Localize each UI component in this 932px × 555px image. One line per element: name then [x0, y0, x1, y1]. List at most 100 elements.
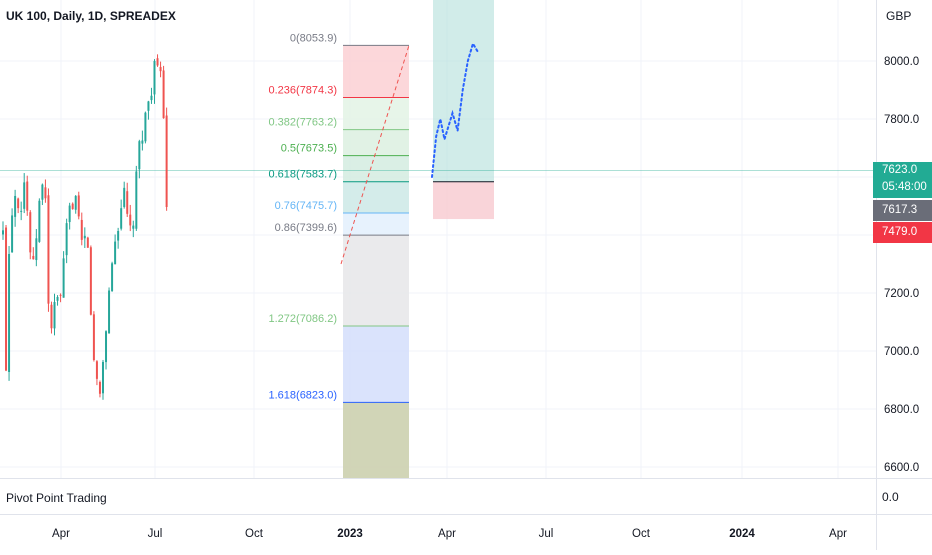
candle-body — [159, 67, 162, 72]
fib-level-label: 0.76(7475.7) — [275, 200, 337, 212]
stop-zone — [433, 181, 494, 220]
candle-body — [144, 112, 147, 142]
fib-zone — [343, 97, 409, 130]
candle-body — [80, 219, 83, 240]
stop-price-tag: 7479.0 — [873, 222, 932, 243]
y-tick-label: 7800.0 — [884, 114, 919, 126]
candle-body — [141, 140, 144, 144]
last-price-value: 7623.0 — [882, 164, 918, 176]
fib-level-label: 1.272(7086.2) — [269, 313, 338, 325]
candle-body — [126, 191, 129, 214]
fib-zone — [343, 129, 409, 156]
candles-group — [2, 54, 168, 400]
indicator-value: 0.0 — [882, 490, 899, 504]
candle-body — [120, 208, 123, 229]
fib-level-label: 0.236(7874.3) — [269, 84, 338, 96]
candle-body — [26, 181, 29, 211]
candle-body — [98, 382, 101, 394]
candle-body — [68, 205, 71, 223]
candle-body — [11, 215, 14, 253]
x-tick-label: Oct — [632, 528, 651, 540]
fib-level-label: 0(8053.9) — [290, 32, 337, 44]
candle-body — [150, 95, 153, 101]
candle-body — [14, 195, 17, 217]
candle-body — [147, 101, 150, 111]
fib-trend-line — [340, 45, 410, 265]
candle-body — [132, 225, 135, 229]
fib-level-label: 1.618(6823.0) — [269, 389, 338, 401]
candle-body — [5, 227, 8, 371]
x-tick-label: 2023 — [337, 528, 363, 540]
y-tick-label: 7000.0 — [884, 346, 919, 358]
candle-body — [156, 58, 159, 66]
x-tick-label: Apr — [829, 528, 847, 540]
candle-body — [62, 258, 65, 298]
candle-body — [123, 187, 126, 207]
y-tick-label: 6800.0 — [884, 404, 919, 416]
candle-body — [23, 182, 26, 209]
candle-body — [8, 253, 11, 372]
candle-body — [53, 302, 56, 329]
candle-body — [86, 237, 89, 248]
candle-body — [114, 241, 117, 265]
prev-price-tag: 7617.3 — [873, 200, 932, 221]
x-tick-label: Oct — [245, 528, 264, 540]
candle-body — [165, 115, 168, 208]
candle-body — [50, 304, 53, 329]
x-tick-label: Apr — [438, 528, 456, 540]
fib-zone — [343, 155, 409, 182]
currency-label: GBP — [886, 9, 912, 23]
fib-level-label: 0.618(7583.7) — [269, 169, 338, 181]
fib-zone — [343, 181, 409, 214]
x-tick-label: 2024 — [729, 528, 755, 540]
fib-zone — [343, 45, 409, 98]
candle-body — [83, 235, 86, 239]
bar-countdown: 05:48:00 — [882, 181, 927, 193]
chart-title: UK 100, Daily, 1D, SPREADEX — [6, 9, 176, 23]
candle-body — [89, 247, 92, 315]
candle-body — [41, 184, 44, 200]
candle-body — [108, 290, 111, 334]
candle-body — [92, 314, 95, 361]
candle-body — [17, 198, 20, 209]
y-tick-label: 7200.0 — [884, 288, 919, 300]
candle-body — [111, 263, 114, 291]
x-tick-label: Apr — [52, 528, 70, 540]
candle-body — [135, 171, 138, 229]
fib-level-label: 0.86(7399.6) — [275, 222, 337, 234]
candle-body — [32, 255, 35, 260]
candle-body — [77, 195, 80, 217]
candle-body — [138, 141, 141, 170]
x-tick-label: Jul — [148, 528, 163, 540]
candle-body — [29, 212, 32, 253]
candle-body — [59, 294, 62, 296]
fib-level-label: 0.382(7763.2) — [269, 117, 338, 129]
fib-zone — [343, 213, 409, 236]
candle-body — [2, 230, 4, 235]
candle-body — [56, 296, 59, 301]
candle-body — [129, 214, 132, 226]
last-price-tag: 7623.0 05:48:00 — [873, 162, 932, 198]
candle-body — [20, 210, 23, 212]
fib-zone — [343, 326, 409, 403]
candle-body — [153, 60, 156, 95]
fib-zone — [343, 235, 409, 327]
projection-path — [431, 41, 480, 178]
candle-body — [44, 187, 47, 199]
candle-body — [117, 230, 120, 241]
candle-body — [74, 196, 77, 210]
candle-body — [101, 361, 104, 394]
indicator-name[interactable]: Pivot Point Trading — [6, 491, 107, 505]
x-tick-label: Jul — [539, 528, 554, 540]
y-tick-label: 6600.0 — [884, 462, 919, 474]
candle-body — [47, 195, 50, 304]
candle-body — [71, 203, 74, 210]
candle-body — [35, 238, 38, 261]
y-tick-label: 8000.0 — [884, 56, 919, 68]
candle-body — [162, 70, 165, 119]
candle-body — [38, 200, 41, 242]
candle-body — [65, 223, 68, 256]
fib-level-label: 0.5(7673.5) — [281, 143, 337, 155]
